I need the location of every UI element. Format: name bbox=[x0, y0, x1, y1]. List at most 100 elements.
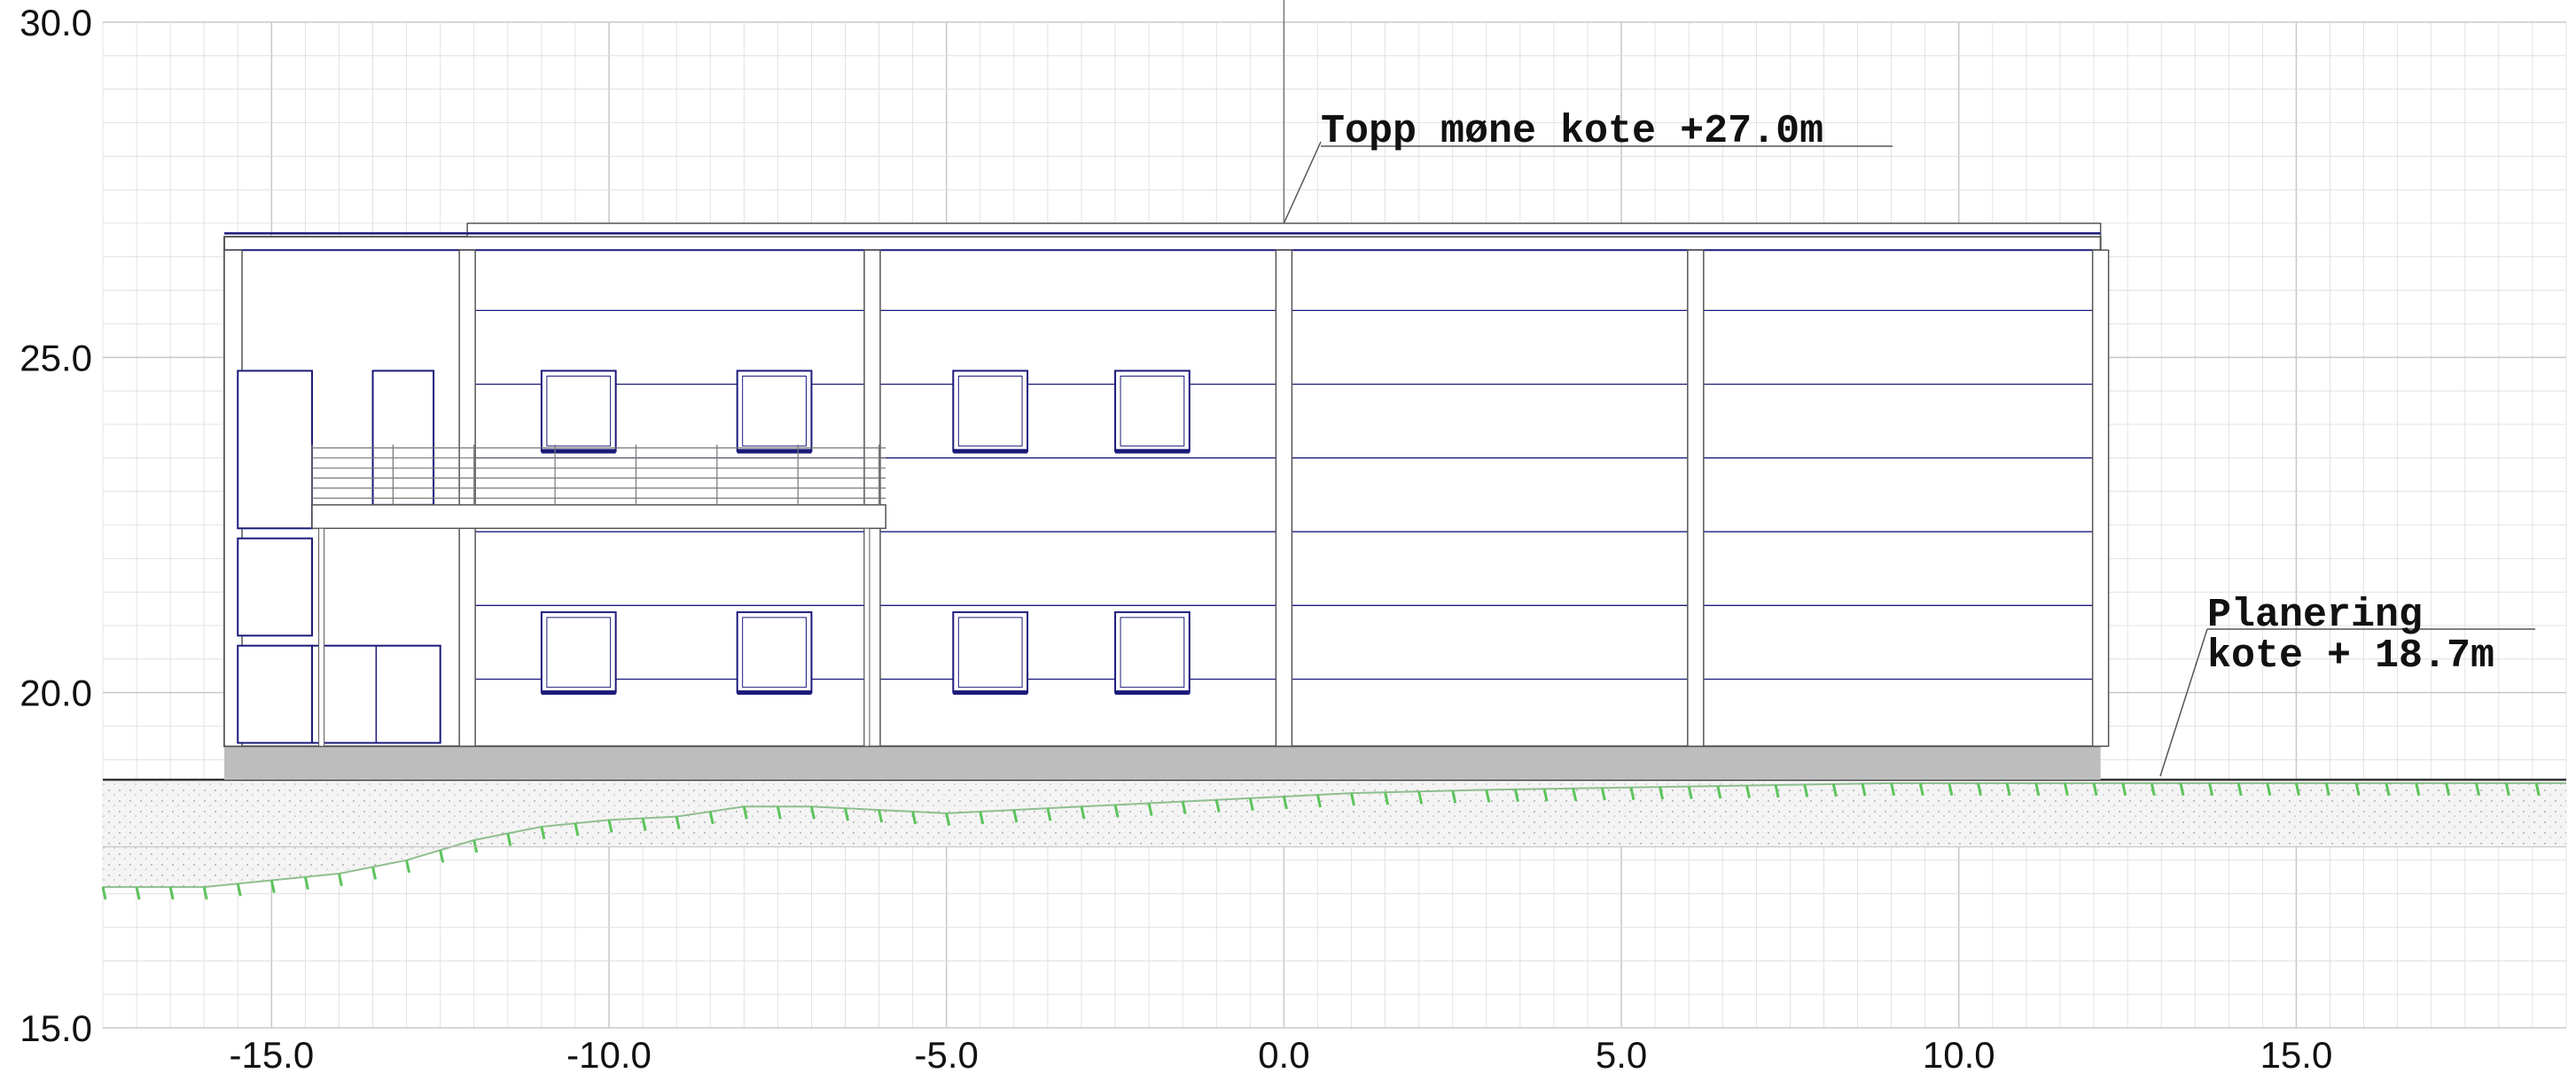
window-pane bbox=[1120, 617, 1185, 688]
grass-tick bbox=[1181, 801, 1187, 814]
grass-tick bbox=[202, 886, 208, 900]
grass-tick bbox=[2294, 782, 2300, 797]
x-tick-label: 0.0 bbox=[1258, 1034, 1309, 1076]
column bbox=[1687, 249, 1705, 747]
grass-tick bbox=[1485, 789, 1491, 803]
window-pane bbox=[1120, 375, 1185, 447]
window-pane bbox=[546, 375, 612, 447]
x-tick-label: -5.0 bbox=[915, 1034, 979, 1076]
grass-tick bbox=[1600, 787, 1606, 801]
grass-tick bbox=[1248, 797, 1254, 812]
grass-tick bbox=[574, 822, 580, 836]
stair-window bbox=[237, 644, 314, 744]
grass-tick bbox=[2385, 782, 2391, 797]
x-tick-label: 10.0 bbox=[1923, 1034, 1995, 1076]
grass-tick bbox=[1890, 782, 1896, 797]
grass-tick bbox=[1113, 805, 1120, 818]
grass-tick bbox=[1214, 799, 1221, 813]
grass-tick bbox=[439, 850, 445, 863]
stair-window bbox=[237, 537, 314, 637]
grass-tick bbox=[2475, 782, 2480, 797]
grass-tick bbox=[1350, 792, 1356, 806]
roof-fascia bbox=[466, 222, 2102, 237]
grass-tick bbox=[1046, 807, 1052, 821]
grass-tick bbox=[844, 807, 849, 821]
grass-tick bbox=[945, 813, 951, 827]
grass-tick bbox=[2005, 782, 2011, 797]
grass-tick bbox=[2445, 782, 2451, 797]
grass-tick bbox=[472, 839, 479, 853]
grass-tick bbox=[338, 873, 343, 887]
window bbox=[736, 369, 813, 453]
x-tick-label: -15.0 bbox=[229, 1034, 314, 1076]
balcony-support bbox=[318, 527, 325, 747]
grass-tick bbox=[236, 883, 242, 897]
balcony-support bbox=[863, 527, 870, 747]
grass-tick bbox=[878, 809, 884, 823]
grass-tick bbox=[2179, 782, 2185, 797]
existing-ground-fill bbox=[103, 780, 2566, 888]
grass-tick bbox=[1948, 782, 1954, 797]
grass-tick bbox=[135, 886, 141, 900]
y-tick-label: 25.0 bbox=[20, 337, 92, 378]
column bbox=[1275, 249, 1293, 747]
grass-tick bbox=[405, 859, 411, 874]
x-tick-label: 5.0 bbox=[1596, 1034, 1647, 1076]
grass-tick bbox=[2208, 782, 2214, 797]
grass-tick bbox=[1774, 784, 1780, 798]
grass-tick bbox=[2266, 782, 2272, 797]
axes: -15.0 -10.0 -5.0 0.0 5.0 10.0 15.0 15.0 20.0 25.0… bbox=[20, 2, 2332, 1076]
grass-tick bbox=[809, 805, 816, 820]
y-tick-label: 15.0 bbox=[20, 1007, 92, 1049]
grass-tick bbox=[2534, 782, 2541, 797]
grass-tick bbox=[2150, 782, 2156, 797]
window-pane bbox=[957, 617, 1023, 688]
grass-tick bbox=[1918, 782, 1924, 797]
window bbox=[540, 369, 617, 453]
grass-tick bbox=[911, 811, 917, 825]
x-tick-label: 15.0 bbox=[2260, 1034, 2333, 1076]
grass-tick bbox=[1282, 796, 1288, 810]
grass-tick bbox=[506, 833, 512, 846]
grass-tick bbox=[2354, 782, 2361, 797]
grass-tick bbox=[1803, 784, 1809, 797]
window-pane bbox=[742, 617, 807, 688]
grass-tick bbox=[1629, 787, 1635, 800]
grass-tick bbox=[1831, 783, 1838, 797]
grass-tick bbox=[1716, 785, 1722, 799]
grass-tick bbox=[1147, 803, 1153, 816]
window-pane bbox=[957, 375, 1023, 447]
grade-annotation: Planering kote + 18.7m bbox=[2159, 593, 2535, 777]
grass-tick bbox=[2504, 782, 2510, 797]
grass-tick bbox=[1745, 785, 1751, 798]
grass-tick bbox=[1659, 786, 1665, 800]
window bbox=[1114, 610, 1190, 694]
grass-tick bbox=[2324, 782, 2330, 797]
grass-tick bbox=[1542, 788, 1549, 802]
grass-tick bbox=[1417, 790, 1424, 805]
grass-tick bbox=[1513, 789, 1519, 803]
grass-tick bbox=[1315, 794, 1322, 808]
ridge-elevation-label: Topp møne kote +27.0m bbox=[1321, 109, 1823, 154]
grass-tick bbox=[1451, 790, 1457, 804]
y-tick-label: 30.0 bbox=[20, 2, 92, 43]
grass-tick bbox=[641, 818, 647, 831]
grade-label-line-2: kote + 18.7m bbox=[2207, 634, 2494, 679]
grass-tick bbox=[1012, 809, 1019, 823]
window-pane bbox=[742, 375, 807, 447]
grass-tick bbox=[371, 867, 378, 880]
grass-tick bbox=[979, 811, 985, 825]
grass-tick bbox=[742, 805, 748, 820]
grass-tick bbox=[168, 886, 175, 900]
grass-tick bbox=[101, 886, 107, 900]
building-elevation bbox=[223, 222, 2110, 781]
grass-tick bbox=[607, 820, 613, 833]
ridge-annotation: Topp møne kote +27.0m bbox=[1283, 109, 1893, 224]
window bbox=[952, 369, 1029, 453]
grade-leader-line bbox=[2159, 628, 2208, 777]
grass-tick bbox=[708, 811, 714, 825]
grass-tick bbox=[2092, 782, 2098, 797]
grass-tick bbox=[675, 816, 681, 829]
window-pane bbox=[546, 617, 612, 688]
